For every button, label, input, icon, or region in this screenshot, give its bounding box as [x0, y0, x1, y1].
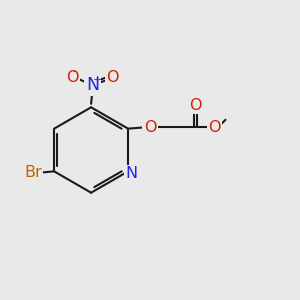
Text: -: -	[73, 65, 77, 79]
Text: O: O	[144, 120, 156, 135]
Text: +: +	[92, 75, 102, 85]
Text: N: N	[86, 76, 99, 94]
Text: O: O	[208, 120, 220, 135]
Text: O: O	[106, 70, 119, 86]
Text: O: O	[190, 98, 202, 112]
Text: N: N	[126, 166, 138, 181]
Text: O: O	[66, 70, 79, 86]
Text: Br: Br	[24, 165, 42, 180]
